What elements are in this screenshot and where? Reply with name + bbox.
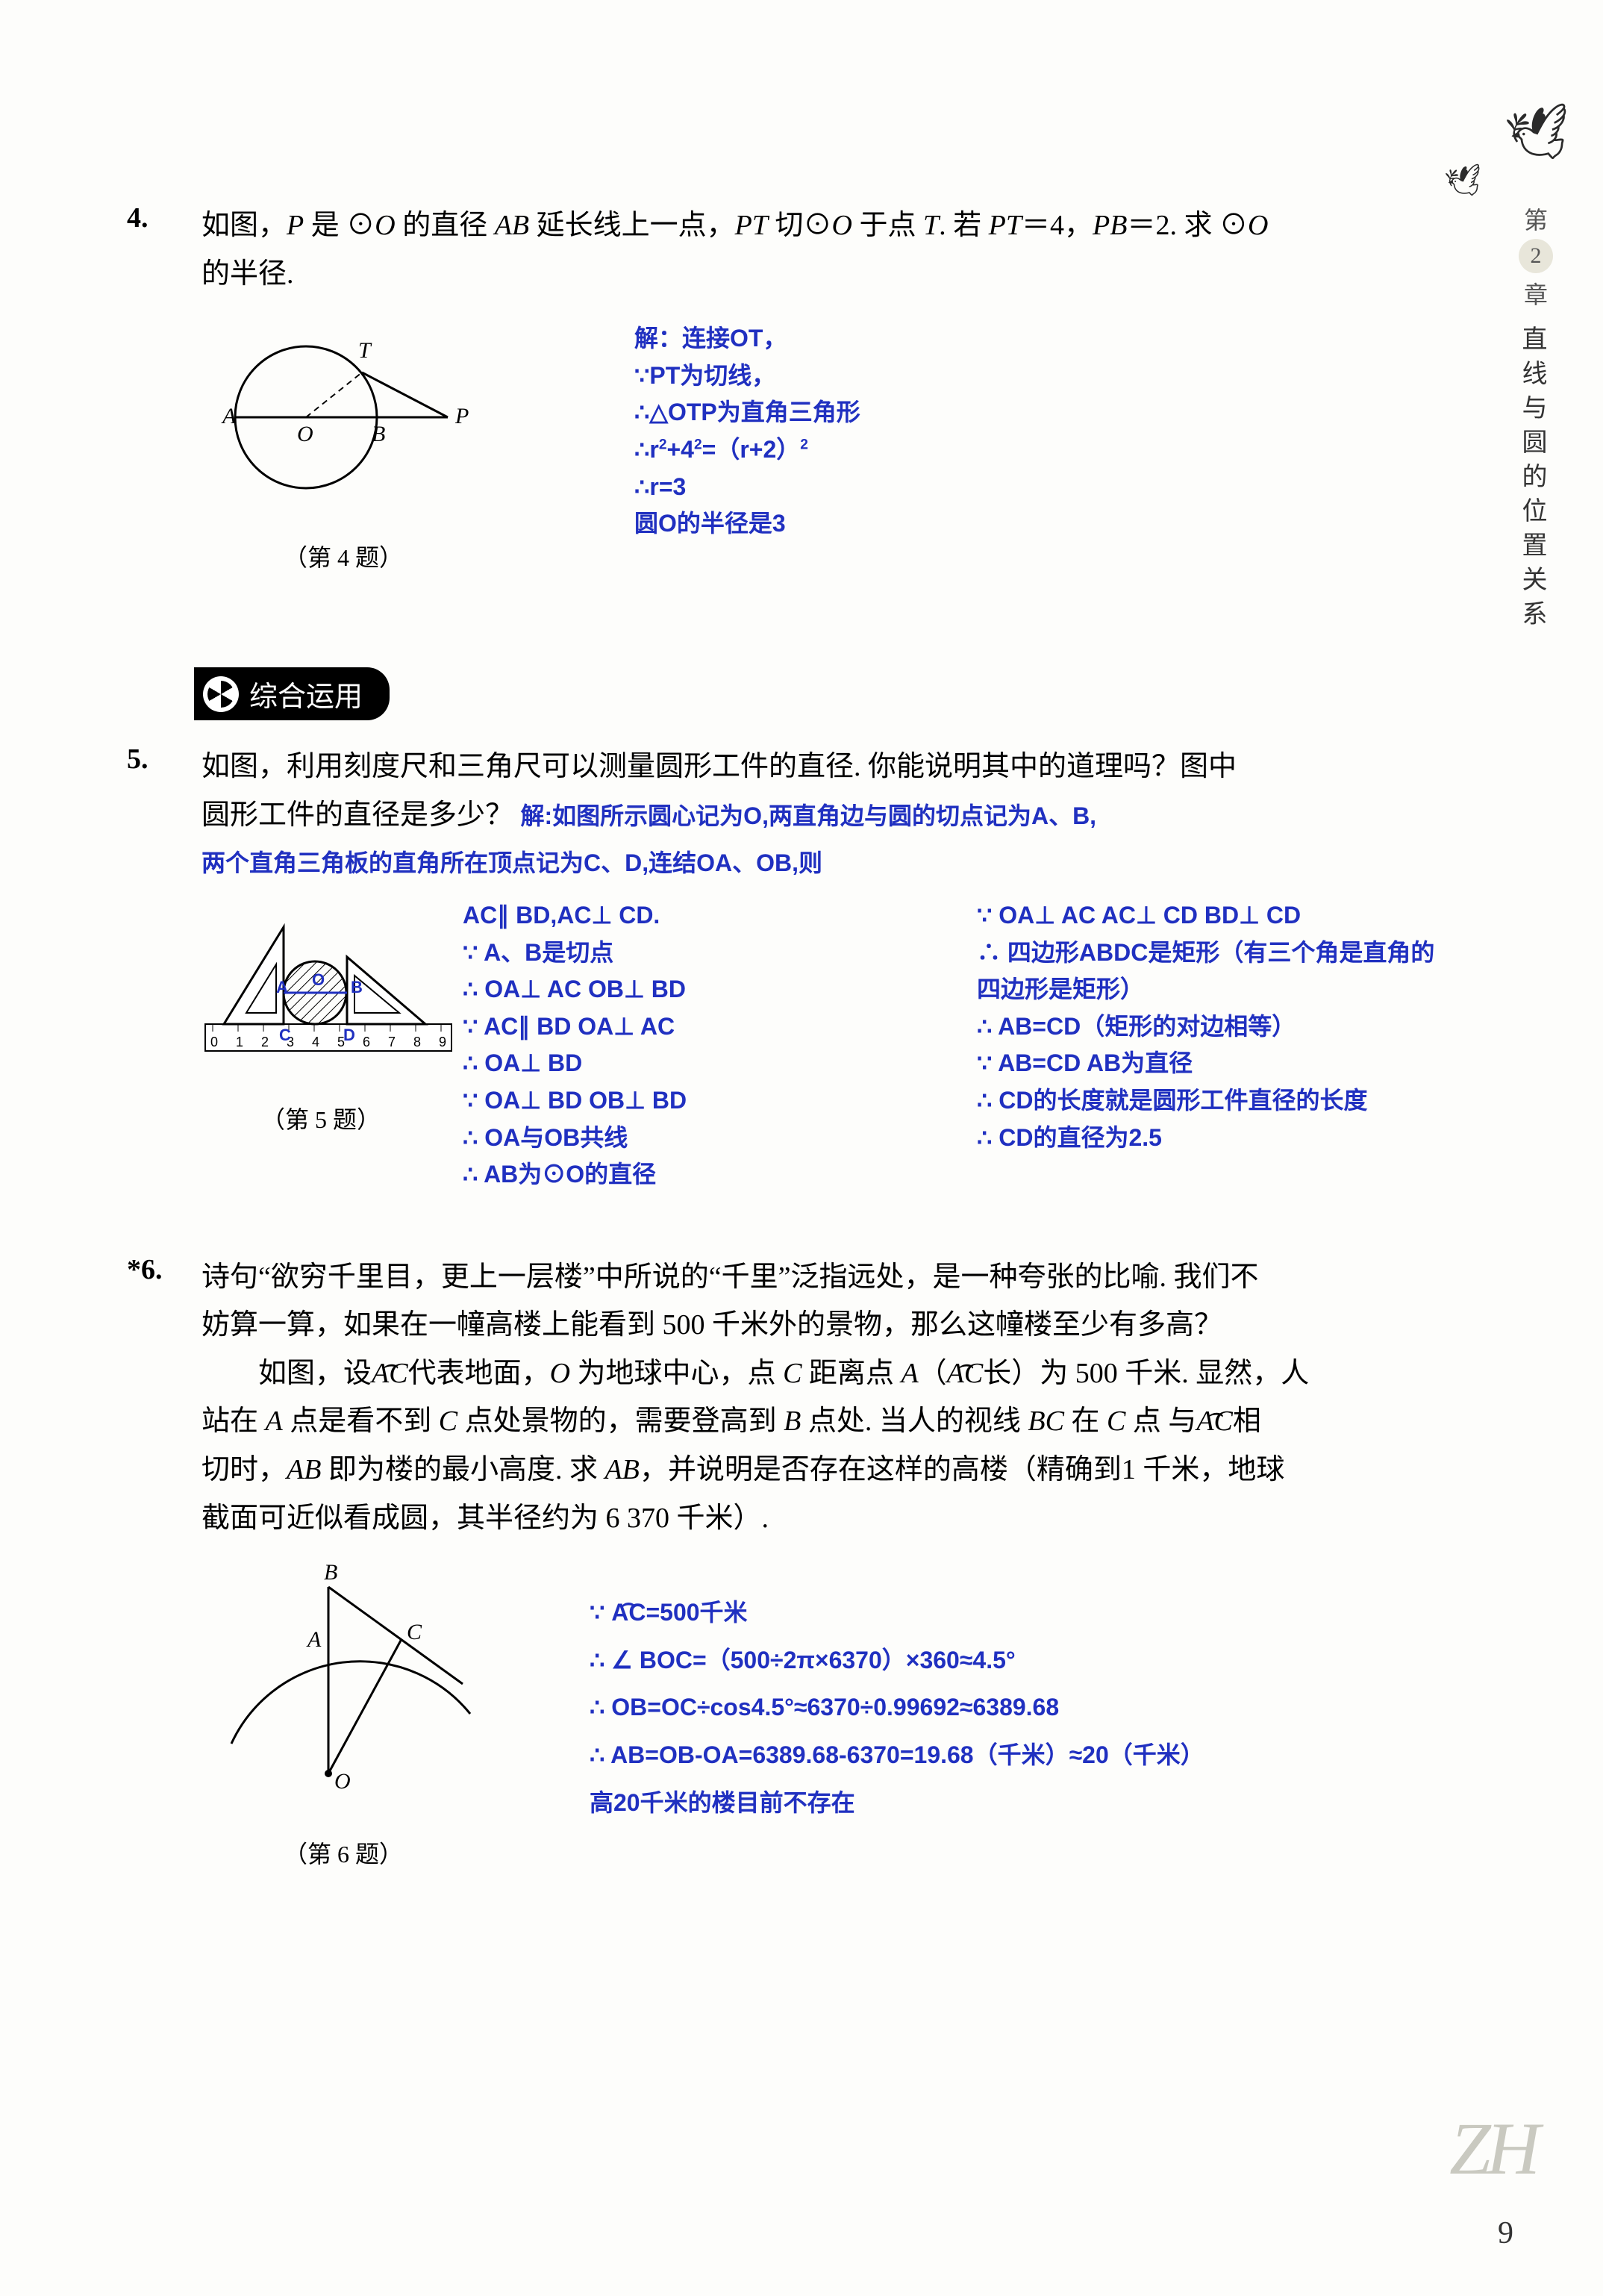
p5-answer-right: ∵ OA⊥ AC AC⊥ CD BD⊥ CD ∴ 四边形ABDC是矩形（有三个角… — [977, 897, 1469, 1194]
figure-6-svg: B A C O — [201, 1565, 485, 1803]
svg-text:A: A — [306, 1627, 322, 1652]
p5-q1: 如图，利用刻度尺和三角尺可以测量圆形工件的直径. 你能说明其中的道理吗？图中 — [201, 751, 1237, 782]
sidebar-title: 直线与圆的位置关系 — [1513, 325, 1550, 634]
p6-q1: 诗句“欲穷千里目，更上一层楼”中所说的“千里”泛指远处，是一种夸张的比喻. 我们… — [201, 1261, 1258, 1293]
p5-ans-top: 两个直角三角板的直角所在顶点记为C、D,连结OA、OB,则 — [201, 845, 1469, 882]
p5-inline-answer: 解:如图所示圆心记为O,两直角边与圆的切点记为A、B, — [521, 802, 1097, 829]
figure-6: B A C O （第 6 题） — [201, 1565, 485, 1874]
p6-q6: 截面可近似看成圆，其半径约为 6 370 千米）. — [201, 1503, 769, 1534]
svg-text:O: O — [334, 1769, 351, 1794]
p4-text-end: 的半径. — [201, 258, 294, 290]
svg-text:2: 2 — [261, 1035, 269, 1049]
chapter-badge: 第 2 章 — [1513, 202, 1558, 311]
chapter-bottom: 章 — [1524, 276, 1548, 311]
problem-number: 5. — [127, 743, 149, 776]
page-number: 9 — [1498, 2215, 1513, 2251]
chapter-number: 2 — [1519, 239, 1553, 273]
figure-4-svg: A O B P T — [201, 313, 485, 507]
svg-text:0: 0 — [210, 1035, 218, 1049]
figure-5-svg: 0 1 2 3 4 5 6 7 8 9 — [201, 897, 455, 1069]
watermark: ZH — [1449, 2106, 1536, 2192]
problem-5: 5. 如图，利用刻度尺和三角尺可以测量圆形工件的直径. 你能说明其中的道理吗？图… — [134, 743, 1469, 1194]
problem-6: *6. 诗句“欲穷千里目，更上一层楼”中所说的“千里”泛指远处，是一种夸张的比喻… — [134, 1253, 1469, 1875]
p6-answer: ∵ AC=500千米 ∴ ∠ BOC=（500÷2π×6370）×360≈4.5… — [590, 1594, 1204, 1821]
svg-text:1: 1 — [236, 1035, 243, 1049]
decorative-bird-small: 🕊 — [1443, 161, 1487, 202]
svg-text:C: C — [407, 1620, 422, 1644]
p5-answer-left: AC∥ BD,AC⊥ CD. ∵ A、B是切点 ∴ OA⊥ AC OB⊥ BD … — [463, 897, 954, 1194]
svg-text:6: 6 — [363, 1035, 370, 1049]
section-banner-text: 综合运用 — [249, 673, 363, 714]
svg-text:8: 8 — [413, 1035, 421, 1049]
svg-text:P: P — [454, 404, 469, 428]
svg-text:4: 4 — [312, 1035, 319, 1049]
svg-text:A: A — [221, 404, 237, 428]
figure-5: 0 1 2 3 4 5 6 7 8 9 — [201, 897, 440, 1194]
svg-text:7: 7 — [388, 1035, 396, 1049]
svg-text:O: O — [312, 970, 325, 989]
problem-number: 4. — [127, 202, 149, 234]
decorative-bird: 🕊 — [1502, 99, 1578, 171]
problem-4: 4. 如图，P 是 ⊙O 的直径 AB 延长线上一点，PT 切⊙O 于点 T. … — [134, 202, 1469, 578]
svg-text:C: C — [279, 1026, 291, 1044]
p4-text: 如图，P 是 ⊙O 的直径 AB 延长线上一点，PT 切⊙O 于点 T. 若 P… — [201, 210, 1268, 241]
sidebar: 第 2 章 直线与圆的位置关系 — [1513, 202, 1558, 634]
svg-text:O: O — [297, 422, 313, 446]
svg-text:B: B — [372, 422, 385, 446]
figure-5-caption: （第 5 题） — [201, 1099, 440, 1140]
aperture-icon — [203, 676, 239, 712]
problem-number: *6. — [127, 1253, 163, 1286]
p4-answer: 解：连接OT， ∵PT为切线， ∴△OTP为直角三角形 ∴r2+42=（r+2）… — [634, 320, 860, 543]
svg-text:D: D — [343, 1026, 355, 1044]
svg-text:9: 9 — [439, 1035, 446, 1049]
svg-text:B: B — [351, 978, 363, 996]
p6-q2: 妨算一算，如果在一幢高楼上能看到 500 千米外的景物，那么这幢楼至少有多高？ — [201, 1309, 1222, 1341]
chapter-top: 第 — [1524, 202, 1548, 236]
p5-q2: 圆形工件的直径是多少？ — [201, 799, 513, 831]
figure-6-caption: （第 6 题） — [201, 1834, 485, 1874]
svg-text:B: B — [324, 1565, 337, 1585]
svg-text:T: T — [358, 338, 372, 363]
figure-4-caption: （第 4 题） — [201, 537, 485, 578]
section-banner: 综合运用 — [194, 667, 390, 720]
figure-4: A O B P T （第 4 题） — [201, 313, 485, 578]
